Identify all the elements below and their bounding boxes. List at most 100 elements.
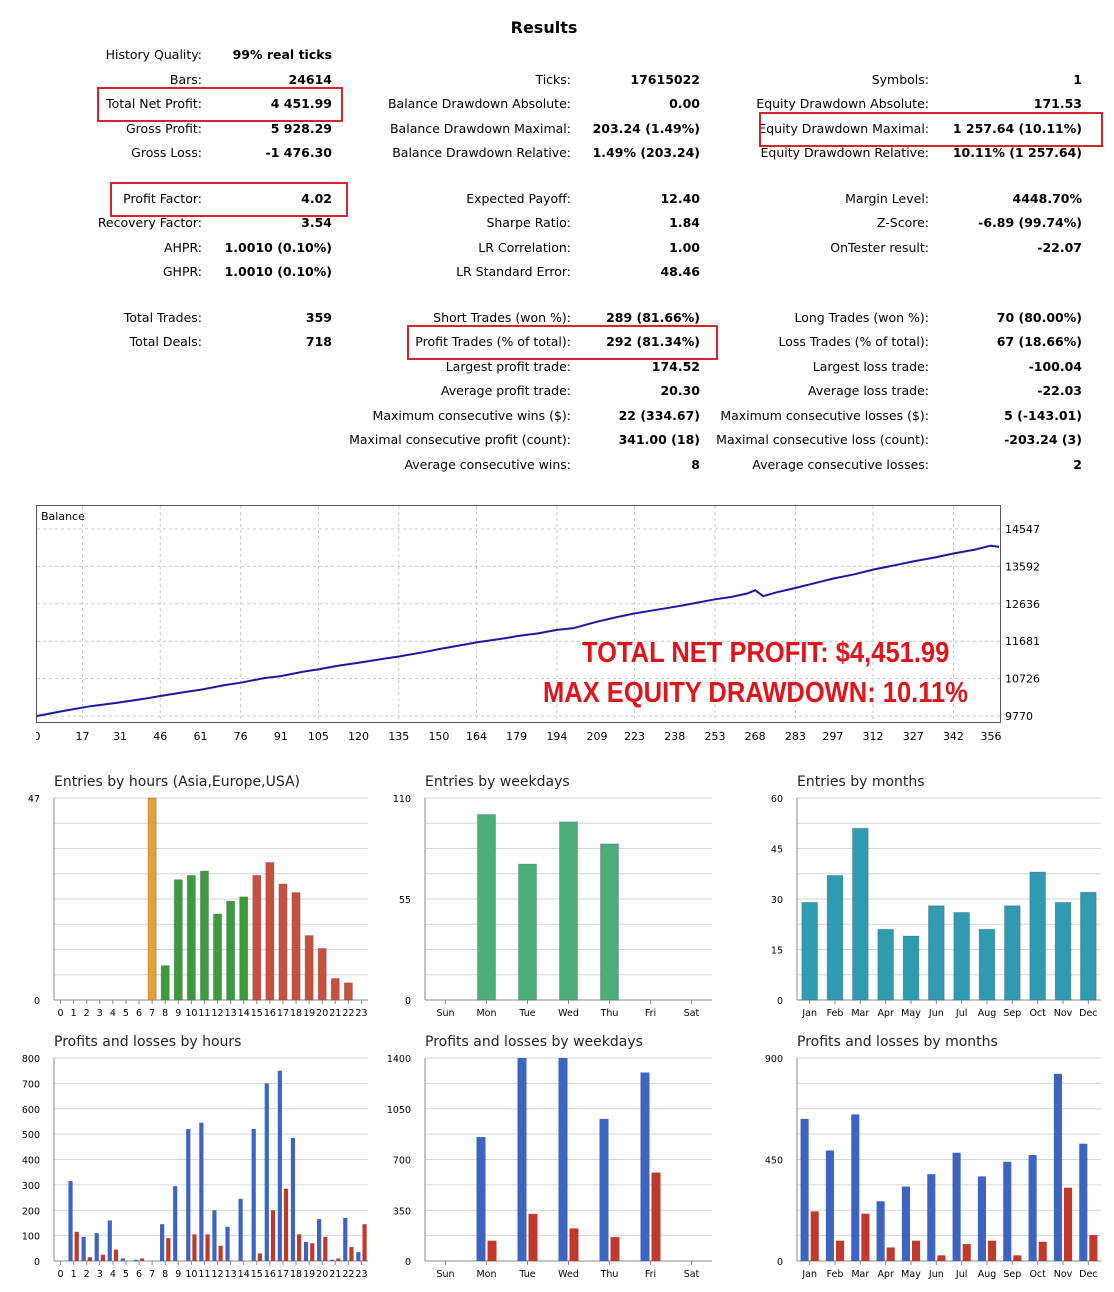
balance-x-tick: 312: [863, 730, 884, 743]
histogram-bar: [979, 929, 995, 1000]
histogram-x-tick: 12: [211, 1008, 223, 1019]
loss-bar: [349, 1247, 353, 1261]
histogram-x-tick: Sep: [1003, 1008, 1021, 1019]
results-label: Sharpe Ratio:: [486, 215, 571, 230]
loss-bar: [912, 1241, 920, 1261]
histogram-x-tick: Mar: [851, 1269, 869, 1280]
histogram-y-tick: 60: [771, 794, 783, 805]
results-value: 341.00 (18): [619, 432, 700, 447]
profit-bar: [978, 1176, 986, 1261]
histogram-y-tick: 110: [393, 794, 411, 805]
histogram-bar: [1055, 902, 1071, 1000]
balance-x-tick: 164: [466, 730, 487, 743]
profit-bar: [278, 1071, 282, 1261]
loss-bar: [336, 1258, 340, 1261]
histogram-title: Profits and losses by months: [797, 1034, 998, 1050]
histogram-bar: [266, 862, 274, 1000]
histogram-x-tick: 10: [185, 1269, 197, 1280]
histogram-x-tick: 5: [123, 1008, 129, 1019]
histogram-x-tick: Mar: [851, 1008, 869, 1019]
histogram-y-tick: 55: [399, 895, 411, 906]
histogram-y-tick: 0: [34, 1257, 40, 1268]
loss-bar: [488, 1241, 497, 1261]
histogram-bar: [1004, 906, 1020, 1000]
results-label: Average consecutive wins:: [404, 457, 571, 472]
histogram-x-tick: Jan: [801, 1008, 817, 1019]
loss-bar: [258, 1253, 262, 1261]
profit-bar: [356, 1252, 360, 1261]
profit-bar: [826, 1150, 834, 1261]
results-label: GHPR:: [163, 264, 202, 279]
histogram-x-tick: 19: [303, 1269, 315, 1280]
balance-x-tick: 91: [274, 730, 288, 743]
results-label: Long Trades (won %):: [794, 310, 929, 325]
histogram-x-tick: Fri: [645, 1269, 656, 1280]
histogram-x-tick: Apr: [877, 1269, 894, 1280]
results-label: Average profit trade:: [441, 383, 571, 398]
histogram-y-tick: 400: [22, 1156, 40, 1167]
histogram-x-tick: Dec: [1079, 1008, 1097, 1019]
histogram-bar: [200, 871, 208, 1000]
profit-bar: [801, 1119, 809, 1261]
histogram-bar: [240, 897, 248, 1000]
histogram-x-tick: 0: [58, 1269, 64, 1280]
histogram-bar: [954, 912, 970, 1000]
highlight-box: [97, 87, 343, 122]
loss-bar: [836, 1241, 844, 1261]
results-value: -6.89 (99.74%): [978, 215, 1082, 230]
histogram-x-tick: 17: [277, 1269, 289, 1280]
histogram-y-tick: 600: [22, 1105, 40, 1116]
histogram-x-tick: 13: [225, 1008, 237, 1019]
histogram-x-tick: 21: [329, 1269, 341, 1280]
results-title: Results: [0, 18, 1088, 37]
histogram-x-tick: 1: [71, 1008, 77, 1019]
histogram-bar: [903, 936, 919, 1000]
balance-x-tick: 179: [506, 730, 527, 743]
histogram-x-tick: Oct: [1029, 1269, 1046, 1280]
results-value: 0.00: [669, 96, 700, 111]
histogram-y-tick: 800: [22, 1054, 40, 1065]
profit-bar: [212, 1210, 216, 1261]
results-label: LR Correlation:: [478, 240, 571, 255]
histogram-x-tick: 16: [264, 1008, 276, 1019]
histogram-bar: [174, 880, 182, 1000]
results-label: History Quality:: [106, 47, 202, 62]
loss-bar: [1039, 1242, 1047, 1261]
histogram-bar: [478, 815, 496, 1000]
profit-bar: [902, 1187, 910, 1261]
results-value: 20.30: [660, 383, 700, 398]
balance-chart-title: Balance: [41, 510, 85, 523]
histogram-title: Profits and losses by hours: [54, 1034, 241, 1050]
results-label: Equity Drawdown Relative:: [761, 145, 929, 160]
loss-bar: [963, 1244, 971, 1261]
overlay-max-drawdown: MAX EQUITY DRAWDOWN: 10.11%: [543, 677, 968, 710]
histogram-bar: [878, 929, 894, 1000]
results-label: Z-Score:: [877, 215, 929, 230]
profit-bar: [265, 1083, 269, 1261]
results-label: OnTester result:: [830, 240, 929, 255]
results-value: 359: [306, 310, 332, 325]
results-label: Maximal consecutive profit (count):: [349, 432, 571, 447]
results-label: Largest loss trade:: [813, 359, 929, 374]
histogram-x-tick: 4: [110, 1269, 116, 1280]
results-value: 289 (81.66%): [606, 310, 700, 325]
results-value: 17615022: [630, 72, 700, 87]
histogram-x-tick: Aug: [978, 1269, 997, 1280]
loss-bar: [1064, 1188, 1072, 1261]
results-value: 718: [306, 334, 332, 349]
histogram-x-tick: 14: [238, 1008, 250, 1019]
results-label: Balance Drawdown Relative:: [392, 145, 571, 160]
histogram-x-tick: 20: [316, 1269, 328, 1280]
loss-bar: [529, 1214, 538, 1261]
loss-bar: [219, 1246, 223, 1261]
histogram-x-tick: Dec: [1079, 1269, 1097, 1280]
histogram-bar: [1080, 892, 1096, 1000]
histogram-x-tick: Mon: [476, 1008, 496, 1019]
histogram-bar: [292, 893, 300, 1000]
histogram-bar: [318, 948, 326, 1000]
histogram-4: Profits and losses by hours0100200300400…: [22, 1034, 368, 1280]
loss-bar: [861, 1214, 869, 1261]
histogram-bar: [305, 936, 313, 1000]
histogram-x-tick: May: [901, 1269, 921, 1280]
